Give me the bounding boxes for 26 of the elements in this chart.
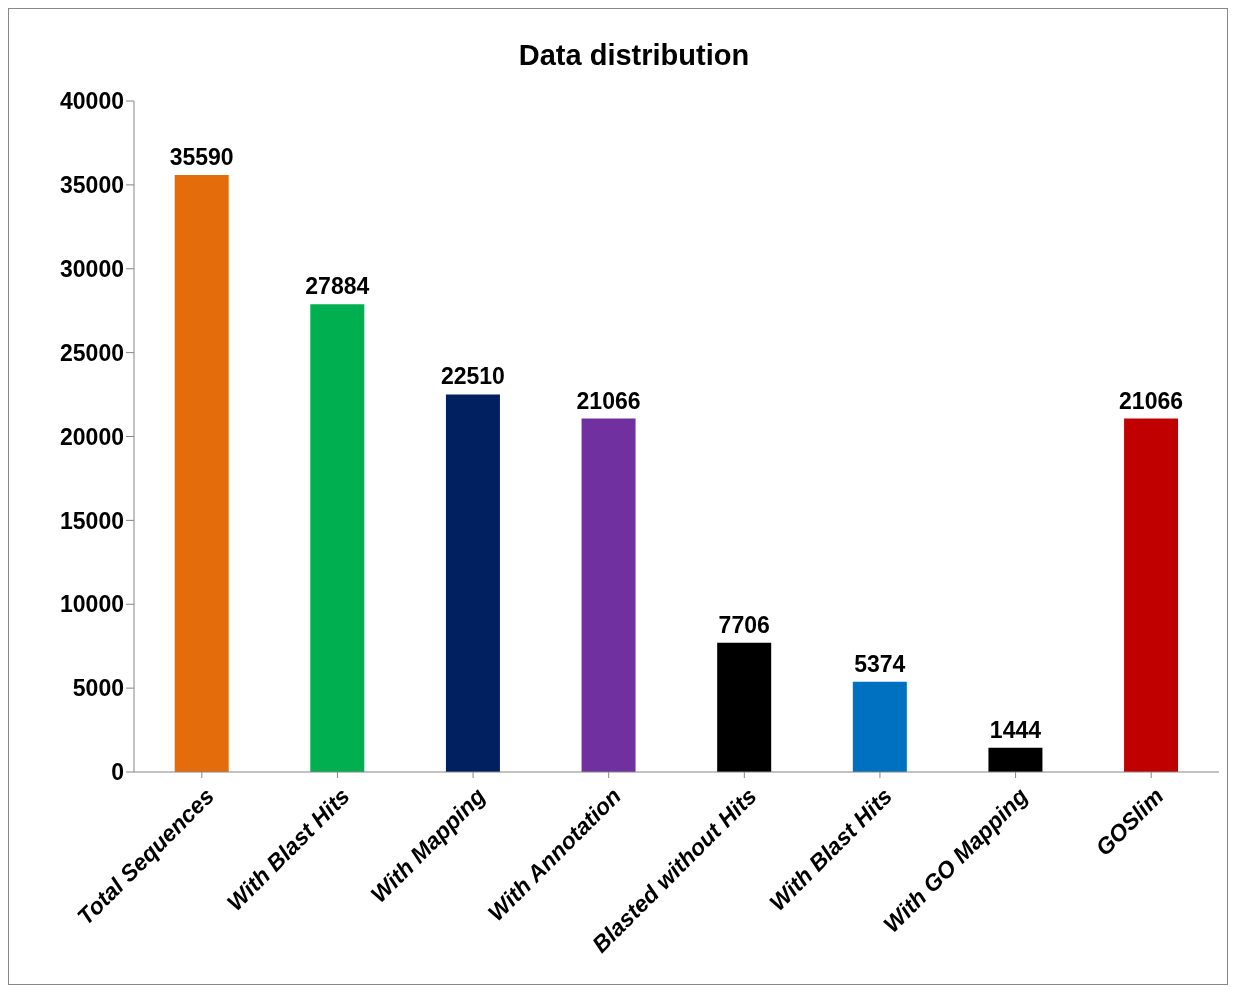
bar xyxy=(445,394,500,772)
data-label: 21066 xyxy=(1119,387,1184,414)
bar xyxy=(310,304,365,772)
bar xyxy=(174,174,229,772)
data-label: 7706 xyxy=(718,611,770,638)
y-tick-label: 30000 xyxy=(60,255,124,282)
y-tick-label: 15000 xyxy=(60,507,124,534)
y-tick-label: 40000 xyxy=(60,88,124,115)
bar xyxy=(581,418,636,772)
bar xyxy=(988,747,1043,772)
data-label: 21066 xyxy=(576,387,641,414)
data-label: 22510 xyxy=(440,363,505,390)
y-tick-label: 5000 xyxy=(72,675,124,702)
y-tick-label: 35000 xyxy=(60,172,124,199)
data-label: 5374 xyxy=(854,650,906,677)
bar xyxy=(717,642,772,772)
y-tick-label: 10000 xyxy=(60,591,124,618)
data-label: 35590 xyxy=(169,143,234,170)
data-label: 27884 xyxy=(305,273,370,300)
data-label: 1444 xyxy=(989,716,1042,743)
y-tick-label: 0 xyxy=(111,759,124,786)
y-tick-label: 20000 xyxy=(60,423,124,450)
bar xyxy=(852,681,907,772)
bar xyxy=(1124,418,1179,772)
y-tick-label: 25000 xyxy=(60,339,124,366)
chart-title: Data distribution xyxy=(517,39,751,72)
